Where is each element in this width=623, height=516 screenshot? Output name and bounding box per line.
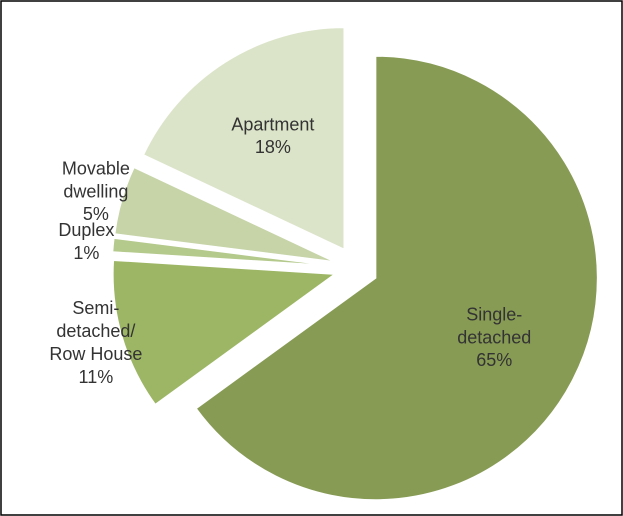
value-label: 5% [83,204,109,224]
pie-slice [194,55,599,501]
value-label: 18% [255,137,291,157]
pie-slice [112,259,338,406]
label-line: Movable [62,158,130,178]
slice-label: Apartment [231,114,314,134]
value-label: 65% [476,350,512,370]
pie-slice [111,237,335,267]
label-line: detached [457,327,531,347]
label-line: Duplex [58,220,114,240]
slice-label: Movable dwelling [62,158,130,201]
label-line: Single- [466,304,522,324]
value-label: 1% [73,243,99,263]
label-line: dwelling [63,181,128,201]
label-line: detached/ [56,321,135,341]
pie-slice [113,166,336,263]
label-line: Semi- [72,298,119,318]
slice-label: Duplex [58,220,114,240]
label-line: Row House [49,344,142,364]
slice-label: Single-detached [457,304,531,347]
pie-slice [142,26,345,251]
label-line: Apartment [231,114,314,134]
value-label: 11% [79,367,114,387]
slice-label: Semi-detached/Row House [49,298,142,364]
